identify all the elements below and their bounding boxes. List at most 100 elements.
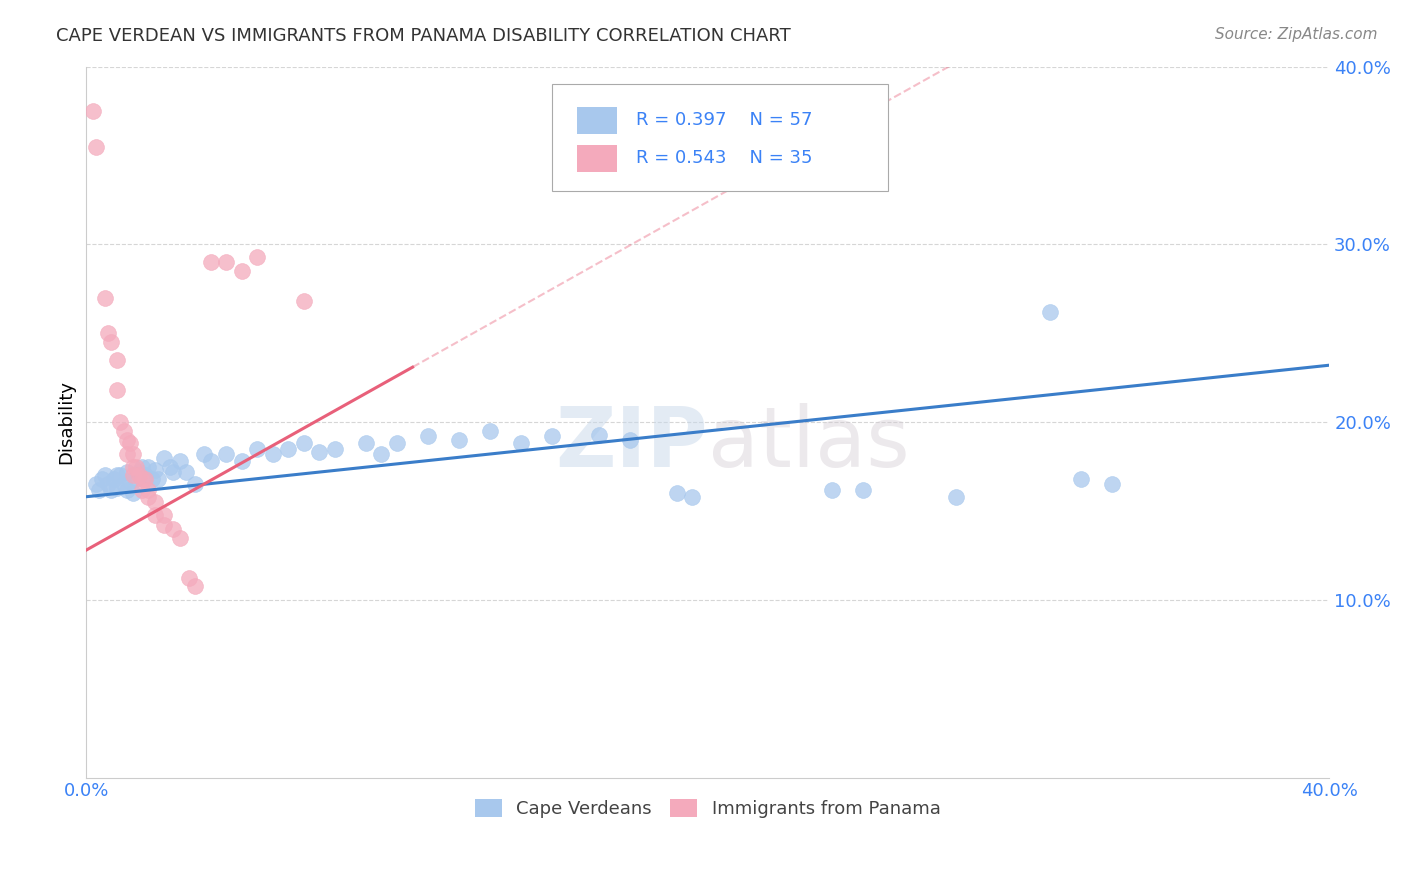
Point <box>97 477 120 491</box>
Point <box>177 572 200 586</box>
Text: ZIP: ZIP <box>555 403 707 483</box>
Point <box>82 103 104 118</box>
Y-axis label: Disability: Disability <box>58 380 75 464</box>
Point <box>619 433 641 447</box>
Point <box>134 468 156 483</box>
Point <box>665 486 688 500</box>
FancyBboxPatch shape <box>553 85 889 191</box>
Point <box>143 495 166 509</box>
FancyBboxPatch shape <box>578 107 617 134</box>
Point <box>122 486 145 500</box>
Text: R = 0.543    N = 35: R = 0.543 N = 35 <box>636 149 813 167</box>
Point <box>97 326 120 341</box>
Point <box>141 472 163 486</box>
Point <box>449 433 471 447</box>
Point <box>122 447 145 461</box>
Point <box>131 483 153 497</box>
Point <box>100 335 122 350</box>
Point <box>115 465 138 479</box>
Point <box>100 483 122 497</box>
Point <box>184 579 207 593</box>
Point <box>231 264 253 278</box>
Point <box>94 468 117 483</box>
Point <box>852 483 875 497</box>
Point <box>385 436 408 450</box>
Point <box>1101 477 1123 491</box>
Point <box>143 508 166 522</box>
Text: Source: ZipAtlas.com: Source: ZipAtlas.com <box>1215 27 1378 42</box>
Legend: Cape Verdeans, Immigrants from Panama: Cape Verdeans, Immigrants from Panama <box>468 791 948 825</box>
Point <box>162 465 184 479</box>
Point <box>138 490 160 504</box>
Point <box>246 250 269 264</box>
Point <box>308 445 330 459</box>
Point <box>128 465 150 479</box>
Point <box>231 454 253 468</box>
Point <box>115 433 138 447</box>
Point <box>118 474 141 488</box>
Point <box>112 424 135 438</box>
Point <box>1039 305 1062 319</box>
Point <box>122 468 145 483</box>
Point <box>1070 472 1092 486</box>
Point <box>84 139 107 153</box>
Point <box>125 459 148 474</box>
Point <box>131 459 153 474</box>
Point <box>200 255 222 269</box>
Point <box>277 442 299 456</box>
Point <box>112 477 135 491</box>
Point <box>125 472 148 486</box>
Point <box>105 383 128 397</box>
Point <box>174 465 197 479</box>
Point <box>153 450 176 465</box>
Point <box>169 454 191 468</box>
Text: atlas: atlas <box>707 403 910 483</box>
Point <box>138 459 160 474</box>
Point <box>541 429 564 443</box>
Point <box>215 447 238 461</box>
Point <box>945 490 967 504</box>
Point <box>90 472 112 486</box>
Point <box>105 352 128 367</box>
Point <box>110 468 132 483</box>
Point <box>143 463 166 477</box>
Point <box>323 442 346 456</box>
Text: R = 0.397    N = 57: R = 0.397 N = 57 <box>636 111 813 129</box>
Point <box>131 472 153 486</box>
Text: CAPE VERDEAN VS IMMIGRANTS FROM PANAMA DISABILITY CORRELATION CHART: CAPE VERDEAN VS IMMIGRANTS FROM PANAMA D… <box>56 27 792 45</box>
Point <box>821 483 844 497</box>
Point <box>153 508 176 522</box>
Point <box>134 472 156 486</box>
Point <box>479 424 502 438</box>
Point <box>588 427 610 442</box>
FancyBboxPatch shape <box>578 145 617 172</box>
Point <box>128 468 150 483</box>
Point <box>184 477 207 491</box>
Point <box>159 459 181 474</box>
Point <box>193 447 215 461</box>
Point <box>262 447 284 461</box>
Point <box>169 531 191 545</box>
Point <box>292 436 315 450</box>
Point <box>122 459 145 474</box>
Point <box>115 447 138 461</box>
Point <box>87 483 110 497</box>
Point <box>94 291 117 305</box>
Point <box>354 436 377 450</box>
Point <box>146 472 169 486</box>
Point <box>153 518 176 533</box>
Point <box>118 436 141 450</box>
Point <box>215 255 238 269</box>
Point <box>105 481 128 495</box>
Point <box>292 294 315 309</box>
Point <box>510 436 533 450</box>
Point <box>138 483 160 497</box>
Point <box>115 483 138 497</box>
Point <box>105 468 128 483</box>
Point <box>84 477 107 491</box>
Point <box>246 442 269 456</box>
Point <box>103 472 125 486</box>
Point <box>162 522 184 536</box>
Point <box>110 415 132 429</box>
Point <box>416 429 439 443</box>
